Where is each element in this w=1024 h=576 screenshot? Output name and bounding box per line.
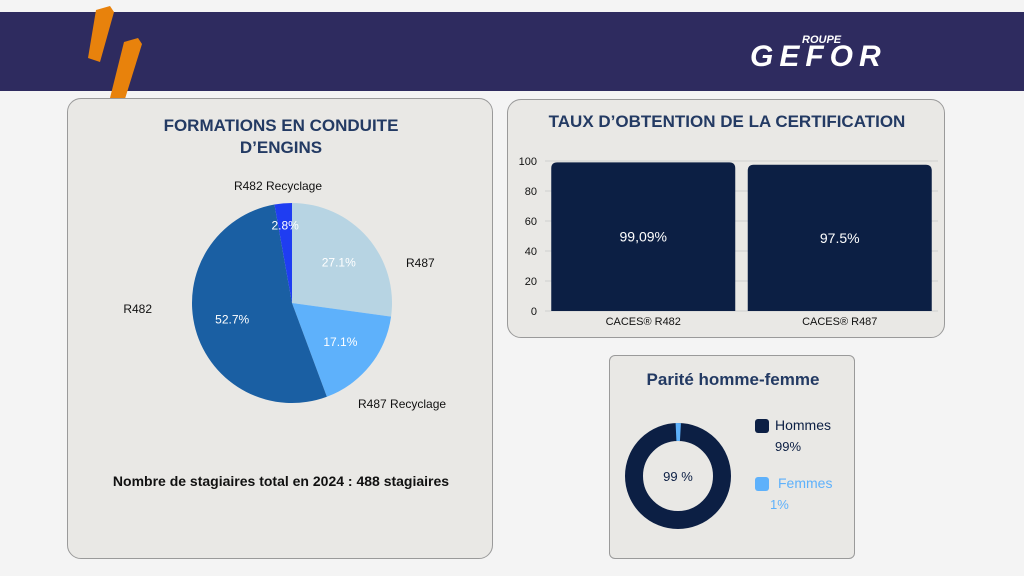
pie-slice-r487-recyclage <box>292 303 392 397</box>
bar-value-1: 97.5% <box>820 230 860 246</box>
pie-label-r487-recyclage: R487 Recyclage <box>358 397 446 411</box>
pie-label-r487: R487 <box>406 256 435 270</box>
pie-value-r482: 52.7% <box>215 312 249 326</box>
donut-center-label: 99 % <box>663 469 693 484</box>
bar-value-0: 99,09% <box>620 229 667 245</box>
formations-panel: FORMATIONS EN CONDUITE D’ENGINS 27.1% R48… <box>67 98 493 559</box>
logo-bar-2 <box>110 38 142 102</box>
parite-title: Parité homme-femme <box>646 370 820 389</box>
pie-label-r482-recyclage: R482 Recyclage <box>234 179 322 193</box>
y-tick-60: 60 <box>525 216 537 228</box>
parite-panel: Parité homme-femme 99 % Hommes 99% Femmes 1% <box>609 355 855 559</box>
pie-slice-r482-recyclage <box>274 203 292 303</box>
pie-slice-r482 <box>191 204 327 403</box>
formations-title-line2: D’ENGINS <box>239 138 323 157</box>
y-tick-20: 20 <box>525 276 537 288</box>
logo-bars-icon <box>88 6 142 102</box>
legend-label-femmes: Femmes <box>778 475 832 491</box>
formations-title: FORMATIONS EN CONDUITE D’ENGINS <box>68 115 494 159</box>
total-stagiaires: Nombre de stagiaires total en 2024 : 488… <box>112 473 450 489</box>
brand-logo: ROUPE GEFOR <box>750 34 887 70</box>
certification-title: TAUX D’OBTENTION DE LA CERTIFICATION <box>548 112 906 131</box>
y-tick-100: 100 <box>519 156 537 168</box>
brand-main-text: GEFOR <box>750 40 887 70</box>
pie-slice-r487 <box>292 203 392 317</box>
bar-0 <box>551 162 736 311</box>
formations-pie-chart: 27.1% R487 17.1% R487 Recyclage 52.7% R482 2.8… <box>123 179 446 411</box>
pie-value-r487: 27.1% <box>322 255 356 269</box>
y-tick-40: 40 <box>525 246 537 258</box>
certification-panel: TAUX D’OBTENTION DE LA CERTIFICATION 0 20… <box>507 99 945 338</box>
donut-slice-femmes <box>625 423 731 529</box>
x-tick-0: CACES® R482 <box>606 316 681 328</box>
parite-donut-chart: 99 % Hommes 99% Femmes 1% <box>625 417 832 529</box>
logo-bar-1 <box>88 6 114 62</box>
legend-swatch-femmes <box>755 477 769 491</box>
x-tick-1: CACES® R487 <box>802 316 877 328</box>
legend-value-femmes: 1% <box>770 497 789 512</box>
legend-value-hommes: 99% <box>775 439 801 454</box>
pie-value-r487-recyclage: 17.1% <box>323 335 357 349</box>
legend-label-hommes: Hommes <box>775 417 831 433</box>
header-banner <box>0 12 1024 91</box>
y-tick-80: 80 <box>525 186 537 198</box>
brand-top-text: ROUPE <box>802 34 842 46</box>
pie-label-r482: R482 <box>123 302 152 316</box>
certification-bar-chart: 0 20 40 60 80 100 99,09% CACES® R482 97.5% CACES®… <box>519 156 938 328</box>
pie-value-r482-recyclage: 2.8% <box>271 218 299 232</box>
formations-title-line1: FORMATIONS EN CONDUITE <box>163 116 399 135</box>
y-tick-0: 0 <box>531 306 537 318</box>
legend-swatch-hommes <box>755 419 769 433</box>
bar-1 <box>747 164 932 311</box>
